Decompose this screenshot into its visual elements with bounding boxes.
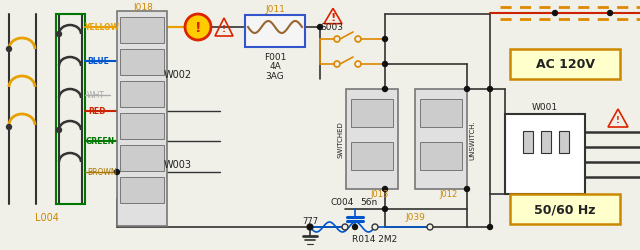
Text: 50/60 Hz: 50/60 Hz <box>534 203 596 216</box>
Circle shape <box>334 37 340 43</box>
Circle shape <box>465 87 470 92</box>
Text: W003: W003 <box>164 159 192 169</box>
Text: S003: S003 <box>320 24 343 32</box>
Text: R014 2M2: R014 2M2 <box>353 234 397 244</box>
Bar <box>120 177 164 203</box>
Bar <box>117 12 167 226</box>
Text: W002: W002 <box>164 70 192 80</box>
Text: !: ! <box>616 116 620 125</box>
Circle shape <box>6 125 12 130</box>
Circle shape <box>342 224 348 230</box>
Circle shape <box>115 170 120 175</box>
Text: BROWN: BROWN <box>87 168 117 177</box>
Circle shape <box>56 128 61 133</box>
Bar <box>120 146 164 171</box>
Text: !: ! <box>330 13 335 23</box>
Circle shape <box>607 12 612 16</box>
Circle shape <box>6 47 12 52</box>
Circle shape <box>355 37 361 43</box>
Text: RED: RED <box>88 107 106 116</box>
Circle shape <box>56 32 61 37</box>
Bar <box>510 50 620 80</box>
Bar <box>415 90 467 189</box>
Bar <box>420 142 462 170</box>
Text: F001: F001 <box>264 52 286 61</box>
Circle shape <box>307 224 312 230</box>
Circle shape <box>552 12 557 16</box>
Bar <box>510 194 620 224</box>
Text: !: ! <box>195 21 201 35</box>
Bar <box>120 114 164 140</box>
Text: WHT: WHT <box>87 91 105 100</box>
Circle shape <box>317 26 323 30</box>
Text: 3AG: 3AG <box>266 72 284 81</box>
Text: AC 120V: AC 120V <box>536 58 595 71</box>
Circle shape <box>355 62 361 68</box>
Circle shape <box>185 15 211 41</box>
Bar <box>505 114 585 194</box>
Bar <box>56 15 85 204</box>
Circle shape <box>372 224 378 230</box>
Bar <box>351 100 393 128</box>
Bar <box>120 50 164 76</box>
Circle shape <box>353 224 358 230</box>
Text: J039: J039 <box>405 213 425 222</box>
Text: J013: J013 <box>371 190 389 199</box>
Circle shape <box>383 207 387 212</box>
Text: YELLOW: YELLOW <box>84 24 120 32</box>
Text: UNSWITCH.: UNSWITCH. <box>469 120 475 159</box>
Text: C004: C004 <box>330 198 353 207</box>
Circle shape <box>488 87 493 92</box>
Circle shape <box>465 187 470 192</box>
Text: !: ! <box>222 26 226 34</box>
Circle shape <box>334 62 340 68</box>
Circle shape <box>307 224 313 230</box>
Bar <box>120 18 164 44</box>
Bar <box>346 90 398 189</box>
Text: BLUE: BLUE <box>87 57 109 66</box>
Text: 4A: 4A <box>269 62 281 71</box>
Circle shape <box>427 224 433 230</box>
Bar <box>351 142 393 170</box>
Text: J011: J011 <box>265 6 285 15</box>
Text: GREEN: GREEN <box>85 137 115 146</box>
Bar <box>559 132 569 154</box>
Text: 777: 777 <box>302 217 318 226</box>
Circle shape <box>383 37 387 42</box>
Text: J012: J012 <box>439 190 457 199</box>
Circle shape <box>383 187 387 192</box>
Circle shape <box>488 224 493 230</box>
Bar <box>245 16 305 48</box>
Text: 56n: 56n <box>360 198 377 207</box>
Bar <box>523 132 533 154</box>
Bar <box>541 132 551 154</box>
Circle shape <box>383 62 387 67</box>
Text: L004: L004 <box>35 212 59 222</box>
Text: J018: J018 <box>133 4 153 13</box>
Text: SWITCHED: SWITCHED <box>337 121 343 158</box>
Circle shape <box>383 87 387 92</box>
Bar <box>420 100 462 128</box>
Bar <box>120 82 164 108</box>
Text: W001: W001 <box>532 103 558 112</box>
